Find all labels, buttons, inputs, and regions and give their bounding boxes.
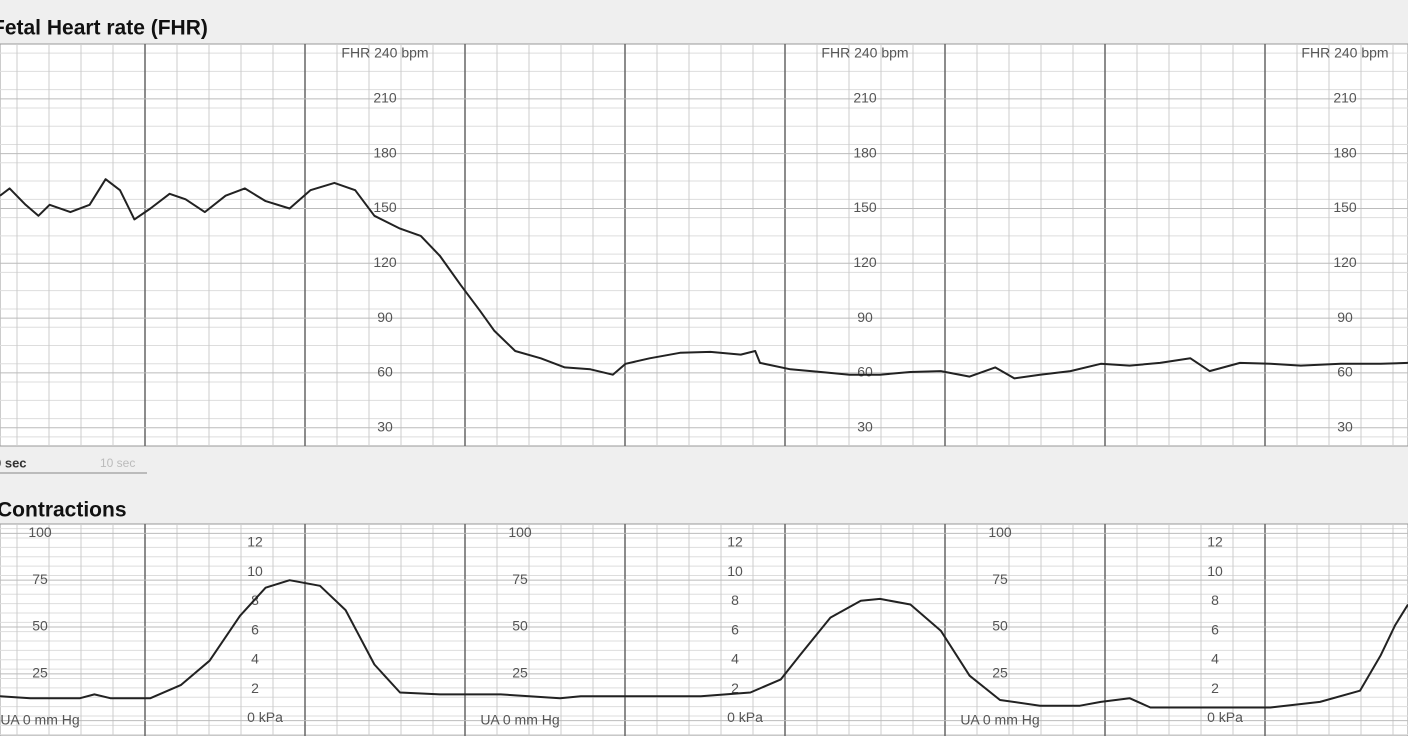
plot-area — [0, 43, 1408, 447]
tick-label: 6 — [251, 621, 259, 637]
tick-label: 10 — [727, 563, 743, 579]
tick-label: 50 — [992, 618, 1008, 634]
tick-label: 6 — [1211, 621, 1219, 637]
tick-label: 100 — [28, 524, 52, 540]
tick-label: 25 — [32, 665, 48, 681]
tick-label: UA 0 mm Hg — [0, 711, 79, 727]
tick-label: 60 — [857, 364, 873, 380]
tick-label: 180 — [853, 144, 877, 160]
tick-label: 90 — [857, 309, 873, 325]
tick-label: 90 — [377, 309, 393, 325]
scale-bar-end: 10 sec — [100, 456, 135, 470]
tick-label: 120 — [1333, 254, 1357, 270]
tick-label: FHR 240 bpm — [1301, 45, 1388, 61]
tick-label: 50 — [32, 618, 48, 634]
trace — [0, 579, 1408, 709]
tick-label: 120 — [373, 254, 397, 270]
tick-label: 12 — [727, 534, 743, 550]
trace — [0, 178, 1408, 380]
tick-label: 4 — [731, 651, 739, 667]
tick-label: UA 0 mm Hg — [480, 711, 559, 727]
tick-label: 0 kPa — [727, 709, 763, 725]
tick-label: 6 — [731, 621, 739, 637]
tick-label: 2 — [731, 680, 739, 696]
tick-label: FHR 240 bpm — [821, 45, 908, 61]
tick-label: 12 — [1207, 534, 1223, 550]
tick-label: 2 — [1211, 680, 1219, 696]
tick-label: 4 — [1211, 651, 1219, 667]
tick-label: 120 — [853, 254, 877, 270]
tick-label: 50 — [512, 618, 528, 634]
plot-area — [0, 523, 1408, 736]
tick-label: 60 — [377, 364, 393, 380]
tick-label: 8 — [1211, 592, 1219, 608]
tick-label: 210 — [1333, 90, 1357, 106]
tick-label: 100 — [988, 524, 1012, 540]
tick-label: 10 — [1207, 563, 1223, 579]
tick-label: 100 — [508, 524, 532, 540]
tick-label: 4 — [251, 651, 259, 667]
contractions-title: Contractions — [0, 499, 127, 522]
tick-label: 75 — [512, 571, 528, 587]
tick-label: UA 0 mm Hg — [960, 711, 1039, 727]
tick-label: 30 — [857, 418, 873, 434]
tick-label: 25 — [512, 665, 528, 681]
tick-label: 180 — [373, 144, 397, 160]
fhr-title: Fetal Heart rate (FHR) — [0, 17, 208, 40]
tick-label: 90 — [1337, 309, 1353, 325]
tick-label: 8 — [731, 592, 739, 608]
scale-bar-start: 0 sec — [0, 455, 27, 470]
tick-label: FHR 240 bpm — [341, 45, 428, 61]
tick-label: 75 — [992, 571, 1008, 587]
tick-label: 60 — [1337, 364, 1353, 380]
tick-label: 150 — [853, 199, 877, 215]
tick-label: 2 — [251, 680, 259, 696]
tick-label: 30 — [377, 418, 393, 434]
tick-label: 25 — [992, 665, 1008, 681]
tick-label: 10 — [247, 563, 263, 579]
tick-label: 180 — [1333, 144, 1357, 160]
tick-label: 150 — [1333, 199, 1357, 215]
tick-label: 12 — [247, 534, 263, 550]
tick-label: 75 — [32, 571, 48, 587]
tick-label: 210 — [853, 90, 877, 106]
tick-label: 0 kPa — [247, 709, 283, 725]
tick-label: 210 — [373, 90, 397, 106]
tick-label: 0 kPa — [1207, 709, 1243, 725]
tick-label: 30 — [1337, 418, 1353, 434]
tick-label: 150 — [373, 199, 397, 215]
